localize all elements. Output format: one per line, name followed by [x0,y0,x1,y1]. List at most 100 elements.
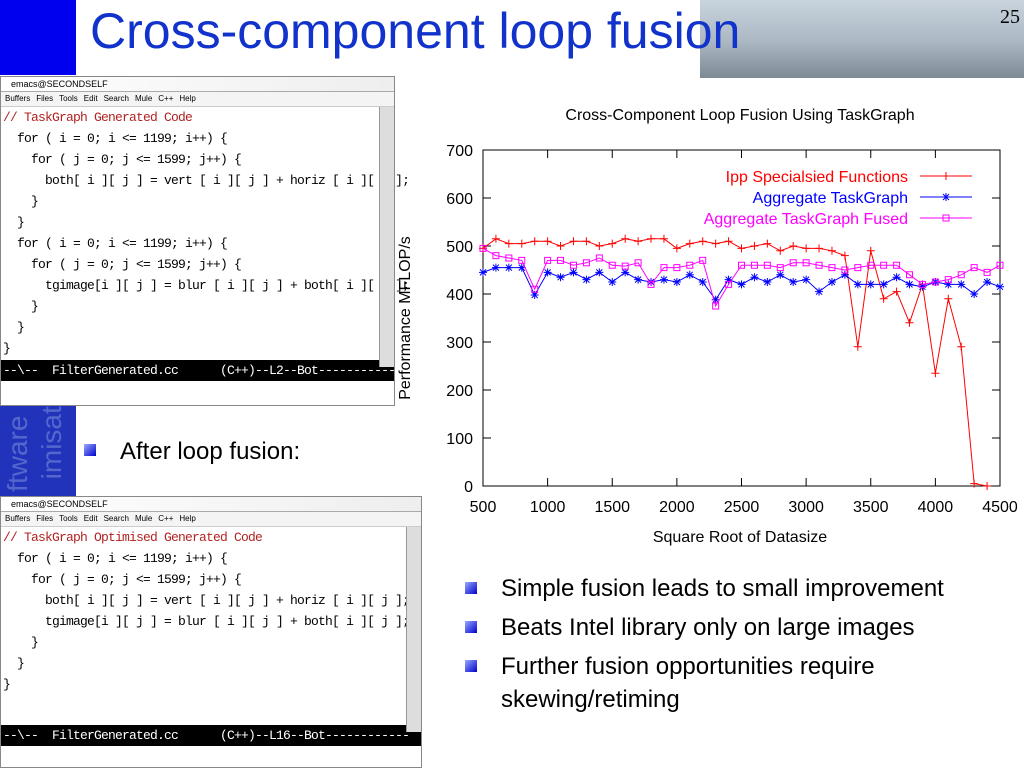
menu-item: Help [179,94,196,103]
x-tick-label: 4500 [982,499,1018,516]
bullet: Beats Intel library only on large images [465,611,1015,644]
code-line: } [3,635,39,650]
data-point [918,280,926,288]
data-point [595,268,604,277]
data-point [556,273,565,282]
y-tick-label: 300 [446,335,473,352]
y-tick-label: 600 [446,191,473,208]
menu-item: Tools [59,94,78,103]
data-point [530,290,539,299]
data-point [685,239,694,248]
data-point [517,239,526,248]
y-tick-label: 100 [446,431,473,448]
data-point [983,482,992,490]
data-point [892,287,901,296]
data-point [543,268,552,277]
menu-item: Search [103,94,129,103]
data-point [582,259,590,267]
bullet-text: Simple fusion leads to small improvement [501,575,944,602]
data-point [699,256,707,264]
bullet-text: After loop fusion: [120,438,301,465]
data-point [621,234,630,243]
code-area: // TaskGraph Optimised Generated Code fo… [1,527,421,725]
data-point [931,369,940,378]
bullet: Further fusion opportunities require ske… [465,650,1015,716]
data-point [776,246,785,255]
data-point [944,294,953,303]
y-tick-label: 400 [446,287,473,304]
data-point [763,278,772,286]
code-line: // TaskGraph Generated Code [3,110,193,125]
data-point [918,282,927,291]
code-area: // TaskGraph Generated Code for ( i = 0;… [1,107,410,360]
data-point [893,261,901,269]
menu-item: C++ [158,514,174,523]
legend-label: Ipp Specialsied Functions [726,169,908,186]
data-point [698,278,707,286]
scrollbar [406,527,421,732]
data-point [556,242,565,250]
data-point [802,259,810,267]
code-line: } [3,656,25,671]
code-line: } [3,215,25,230]
data-point [853,342,862,351]
data-point [621,262,629,270]
data-point [608,239,617,248]
data-point [569,268,578,277]
data-point [672,278,681,286]
y-tick-label: 500 [446,239,473,256]
data-point [647,234,656,243]
code-line: for ( i = 0; i <= 1199; i++) { [3,551,228,566]
data-point [517,263,526,272]
bullet-marker [465,621,477,633]
data-point [634,275,643,284]
data-point [659,275,668,284]
data-point [827,278,836,286]
data-point [660,264,668,272]
data-point [711,239,720,248]
data-point [944,276,952,284]
data-point [853,280,862,289]
data-point [880,261,888,269]
data-point [634,259,642,267]
code-line: for ( i = 0; i <= 1199; i++) { [3,236,228,251]
bullet-marker [465,660,477,672]
data-point [725,280,733,288]
data-point [789,259,797,267]
x-tick-label: 500 [470,499,497,516]
data-point [569,261,577,269]
data-point [750,242,759,250]
data-point [504,263,513,272]
editor-window: emacs@SECONDSELF Buffers Files Tools Edit Sea… [0,76,410,406]
data-point [673,264,681,272]
code-line: tgimage[i ][ j ] = blur [ i ][ j ] + bot… [3,614,410,629]
data-point [789,278,798,286]
legend-label: Aggregate TaskGraph Fused [704,211,908,228]
page-number: 25 [1000,6,1020,28]
x-tick-label: 2000 [659,499,695,516]
data-point [518,256,526,264]
data-point [492,252,500,260]
menu-bar: Buffers Files Tools Edit Search Mule C++ Help [1,92,394,107]
data-point [491,263,500,272]
legend-marker [942,193,950,201]
chart: Cross-Component Loop Fusion Using TaskGr… [397,107,1018,546]
bullet: After loop fusion: [84,438,300,466]
data-point [479,268,487,277]
data-point [905,280,914,289]
data-point [686,261,694,269]
code-line: for ( i = 0; i <= 1199; i++) { [3,131,228,146]
data-point [595,242,604,250]
menu-item: Buffers [5,514,31,523]
data-point [867,261,875,269]
data-point [491,234,500,243]
data-point [840,270,849,279]
data-point [543,237,552,246]
data-point [931,278,939,286]
data-point [647,278,656,286]
data-point [815,261,823,269]
data-point [776,270,785,279]
legend-marker [942,172,950,180]
code-line: } [3,299,39,314]
y-tick-label: 700 [446,143,473,160]
